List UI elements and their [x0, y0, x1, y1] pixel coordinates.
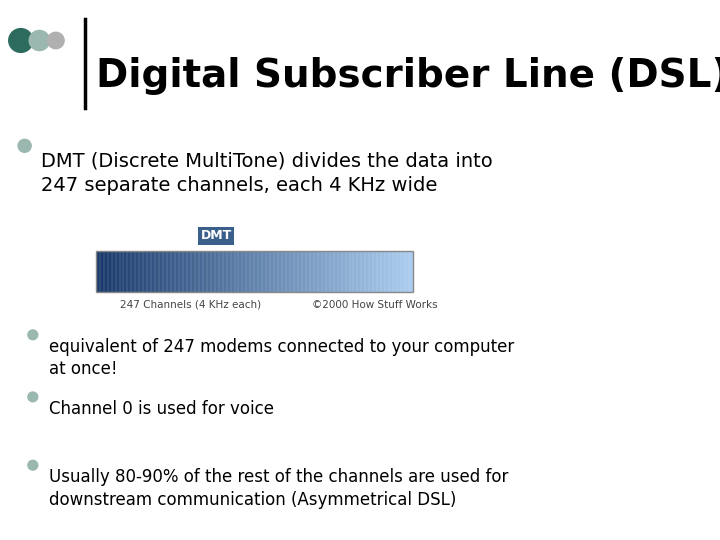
Bar [112, 251, 116, 292]
Bar [298, 251, 302, 292]
Text: DMT (Discrete MultiTone) divides the data into
247 separate channels, each 4 KHz: DMT (Discrete MultiTone) divides the dat… [41, 151, 492, 195]
Bar [322, 251, 326, 292]
Bar [354, 251, 358, 292]
Bar [107, 251, 112, 292]
Circle shape [9, 29, 33, 52]
Bar [341, 251, 346, 292]
Bar [333, 251, 338, 292]
Bar [278, 251, 283, 292]
Bar [179, 251, 184, 292]
Bar [390, 251, 394, 292]
Bar [115, 251, 120, 292]
Bar [159, 251, 163, 292]
Bar [401, 251, 405, 292]
Text: DMT: DMT [200, 230, 232, 242]
Bar [365, 251, 370, 292]
Bar [282, 251, 287, 292]
Bar [238, 251, 243, 292]
Bar [251, 251, 255, 292]
Bar [258, 251, 263, 292]
Text: Channel 0 is used for voice: Channel 0 is used for voice [49, 400, 274, 417]
Bar [274, 251, 279, 292]
Bar [151, 251, 156, 292]
Bar [306, 251, 310, 292]
Bar [346, 251, 350, 292]
Text: Digital Subscriber Line (DSL): Digital Subscriber Line (DSL) [96, 57, 720, 94]
Bar [397, 251, 402, 292]
Bar [156, 251, 160, 292]
Bar [377, 251, 382, 292]
Bar [338, 251, 342, 292]
Circle shape [28, 330, 37, 340]
Bar [148, 251, 152, 292]
Bar [373, 251, 378, 292]
Bar [96, 251, 100, 292]
Bar [325, 251, 330, 292]
Bar [243, 251, 247, 292]
Bar [191, 251, 195, 292]
Bar [195, 251, 199, 292]
Bar [382, 251, 386, 292]
Bar [393, 251, 397, 292]
Circle shape [48, 32, 64, 49]
Circle shape [18, 139, 31, 152]
Text: 247 Channels (4 KHz each): 247 Channels (4 KHz each) [120, 300, 261, 310]
Bar [171, 251, 176, 292]
Bar [235, 251, 239, 292]
Bar [314, 251, 318, 292]
Bar [96, 251, 413, 292]
Bar [135, 251, 140, 292]
Bar [227, 251, 231, 292]
Bar [262, 251, 267, 292]
Bar [143, 251, 148, 292]
Bar [357, 251, 362, 292]
Bar [211, 251, 215, 292]
Bar [215, 251, 219, 292]
Bar [369, 251, 374, 292]
Text: ©2000 How Stuff Works: ©2000 How Stuff Works [312, 300, 438, 310]
Bar [270, 251, 275, 292]
Bar [120, 251, 124, 292]
Bar [302, 251, 307, 292]
Bar [385, 251, 390, 292]
Bar [405, 251, 410, 292]
Bar [127, 251, 132, 292]
Bar [294, 251, 299, 292]
Bar [123, 251, 128, 292]
Circle shape [30, 30, 50, 51]
Bar [286, 251, 291, 292]
Bar [230, 251, 235, 292]
Bar [99, 251, 104, 292]
Text: Usually 80-90% of the rest of the channels are used for
downstream communication: Usually 80-90% of the rest of the channe… [49, 468, 508, 509]
Bar [187, 251, 192, 292]
Bar [330, 251, 334, 292]
Bar [318, 251, 323, 292]
Text: equivalent of 247 modems connected to your computer
at once!: equivalent of 247 modems connected to yo… [49, 338, 515, 379]
Bar [207, 251, 211, 292]
Bar [140, 251, 144, 292]
Bar [254, 251, 259, 292]
Bar [203, 251, 207, 292]
Circle shape [28, 392, 37, 402]
Bar [349, 251, 354, 292]
Bar [219, 251, 223, 292]
Bar [163, 251, 168, 292]
Bar [409, 251, 413, 292]
Bar [266, 251, 271, 292]
Bar [132, 251, 136, 292]
Bar [222, 251, 227, 292]
Bar [183, 251, 187, 292]
Bar [167, 251, 171, 292]
Bar [198, 227, 234, 245]
Bar [175, 251, 179, 292]
Bar [290, 251, 294, 292]
Bar [361, 251, 366, 292]
Bar [246, 251, 251, 292]
Circle shape [28, 460, 37, 470]
Bar [104, 251, 108, 292]
Bar [199, 251, 203, 292]
Bar [310, 251, 315, 292]
